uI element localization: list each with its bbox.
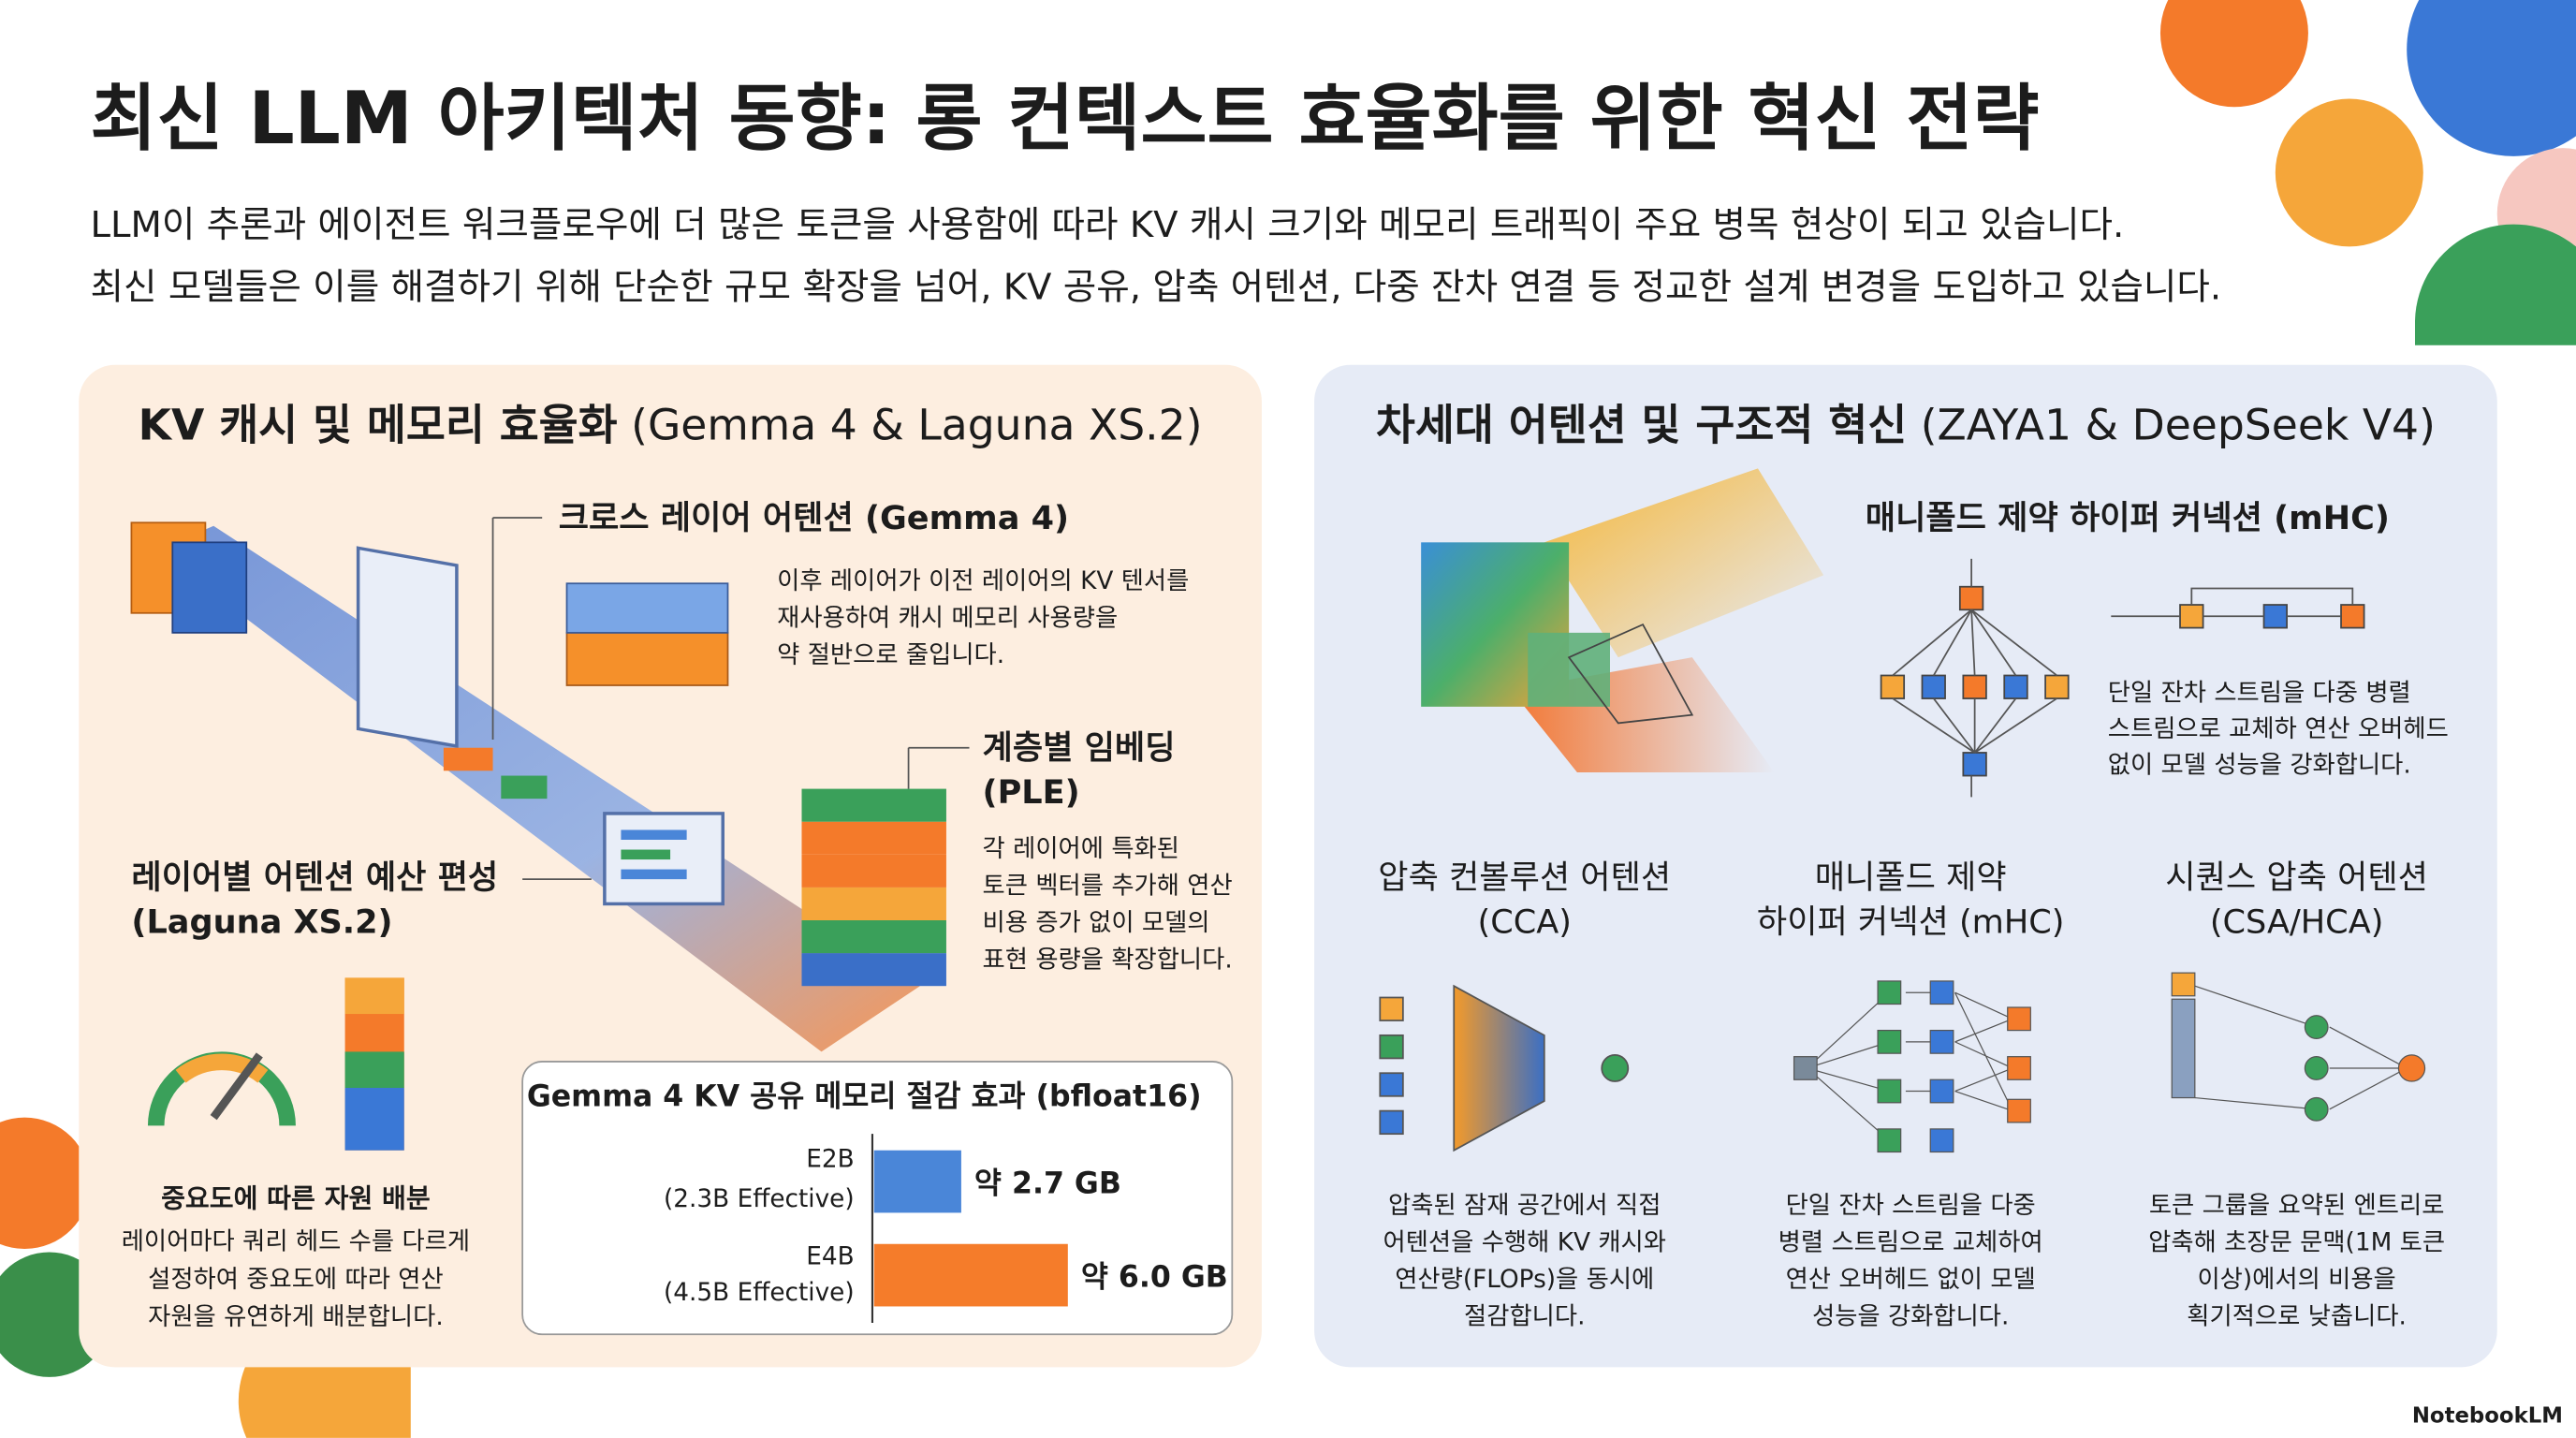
- data-label: 약 6.0 GB: [1081, 1261, 1228, 1295]
- section-title: 시퀀스 압축 어텐션: [2165, 858, 2428, 897]
- heading-text: 차세대 어텐션 및 구조적 혁신: [1376, 400, 1907, 449]
- description: 병렬 스트림으로 교체하여: [1778, 1228, 2043, 1256]
- category-sublabel: (2.3B Effective): [664, 1185, 855, 1213]
- section-title: 레이어별 어텐션 예산 편성: [131, 858, 498, 897]
- heading-models: (Gemma 4 & Laguna XS.2): [631, 400, 1202, 449]
- bar: [873, 1150, 961, 1213]
- description: 재사용하여 캐시 메모리 사용량을: [777, 604, 1118, 632]
- description: 약 절반으로 줄입니다.: [777, 641, 1004, 669]
- description: 토큰 그룹을 요약된 엔트리로: [2149, 1192, 2445, 1220]
- description: 없이 모델 성능을 강화합니다.: [2108, 752, 2411, 780]
- section-title: 매니폴드 제약 하이퍼 커넥션 (mHC): [1866, 499, 2390, 537]
- description: 압축된 잠재 공간에서 직접: [1388, 1192, 1661, 1220]
- section-title: (CSA/HCA): [2210, 903, 2384, 942]
- description: 레이어마다 쿼리 헤드 수를 다르게: [122, 1228, 470, 1256]
- data-label: 약 2.7 GB: [974, 1167, 1121, 1201]
- page-title: 최신 LLM 아키텍처 동향: 롱 컨텍스트 효율화를 위한 혁신 전략: [91, 77, 2040, 161]
- right-heading: 차세대 어텐션 및 구조적 혁신 (ZAYA1 & DeepSeek V4): [1376, 400, 2436, 449]
- bar-chart: Gemma 4 KV 공유 메모리 절감 효과 (bfloat16) E2B (2.…: [527, 1080, 1228, 1323]
- description: 성능을 강화합니다.: [1812, 1302, 2009, 1330]
- description: 획기적으로 낮춥니다.: [2187, 1302, 2407, 1330]
- heading-text: KV 캐시 및 메모리 효율화: [139, 400, 618, 449]
- right-illustration: [1379, 468, 2426, 1153]
- section-title: (PLE): [983, 773, 1080, 812]
- description: 단일 잔차 스트림을 다중: [1786, 1192, 2036, 1220]
- section-title: 계층별 임베딩: [983, 728, 1176, 767]
- description: 스트림으로 교체하 연산 오버헤드: [2108, 715, 2449, 743]
- description: 단일 잔차 스트림을 다중 병렬: [2108, 679, 2411, 707]
- description: 이후 레이어가 이전 레이어의 KV 텐서를: [777, 567, 1189, 595]
- chart-title: Gemma 4 KV 공유 메모리 절감 효과 (bfloat16): [527, 1080, 1202, 1114]
- section-title: 하이퍼 커넥션 (mHC): [1757, 903, 2065, 942]
- section-title: 중요도에 따른 자원 배분: [161, 1182, 431, 1213]
- section-title: 매니폴드 제약: [1815, 858, 2007, 897]
- section-title: 압축 컨볼루션 어텐션: [1378, 858, 1671, 897]
- intro-line: 최신 모델들은 이를 해결하기 위해 단순한 규모 확장을 넘어, KV 공유,…: [91, 267, 2222, 309]
- description: 설정하여 중요도에 따라 연산: [148, 1266, 444, 1294]
- description: 비용 증가 없이 모델의: [983, 909, 1210, 937]
- description: 압축해 초장문 문맥(1M 토큰: [2148, 1228, 2445, 1256]
- left-illustration: [130, 517, 970, 1309]
- description: 이상)에서의 비용을: [2197, 1266, 2395, 1294]
- category-label: E2B: [806, 1146, 854, 1174]
- left-heading: KV 캐시 및 메모리 효율화 (Gemma 4 & Laguna XS.2): [139, 400, 1203, 449]
- description: 자원을 유연하게 배분합니다.: [148, 1303, 444, 1331]
- section-title: (CCA): [1478, 903, 1572, 942]
- description: 연산 오버헤드 없이 모델: [1786, 1266, 2036, 1294]
- heading-models: (ZAYA1 & DeepSeek V4): [1921, 400, 2436, 449]
- bar: [873, 1243, 1068, 1307]
- description: 토큰 벡터를 추가해 연산: [983, 873, 1233, 901]
- description: 표현 용량을 확장합니다.: [983, 946, 1233, 974]
- category-label: E4B: [806, 1242, 854, 1270]
- section-title: (Laguna XS.2): [131, 903, 392, 942]
- description: 연산량(FLOPs)을 동시에: [1395, 1266, 1654, 1294]
- description: 절감합니다.: [1464, 1302, 1585, 1330]
- category-sublabel: (4.5B Effective): [664, 1279, 855, 1307]
- intro-line: LLM이 추론과 에이전트 워크플로우에 더 많은 토큰을 사용함에 따라 KV…: [91, 204, 2125, 246]
- section-title: 크로스 레이어 어텐션 (Gemma 4): [559, 499, 1069, 537]
- description: 각 레이어에 특화된: [983, 835, 1179, 863]
- brand: NotebookLM: [2412, 1404, 2563, 1429]
- description: 어텐션을 수행해 KV 캐시와: [1383, 1228, 1666, 1256]
